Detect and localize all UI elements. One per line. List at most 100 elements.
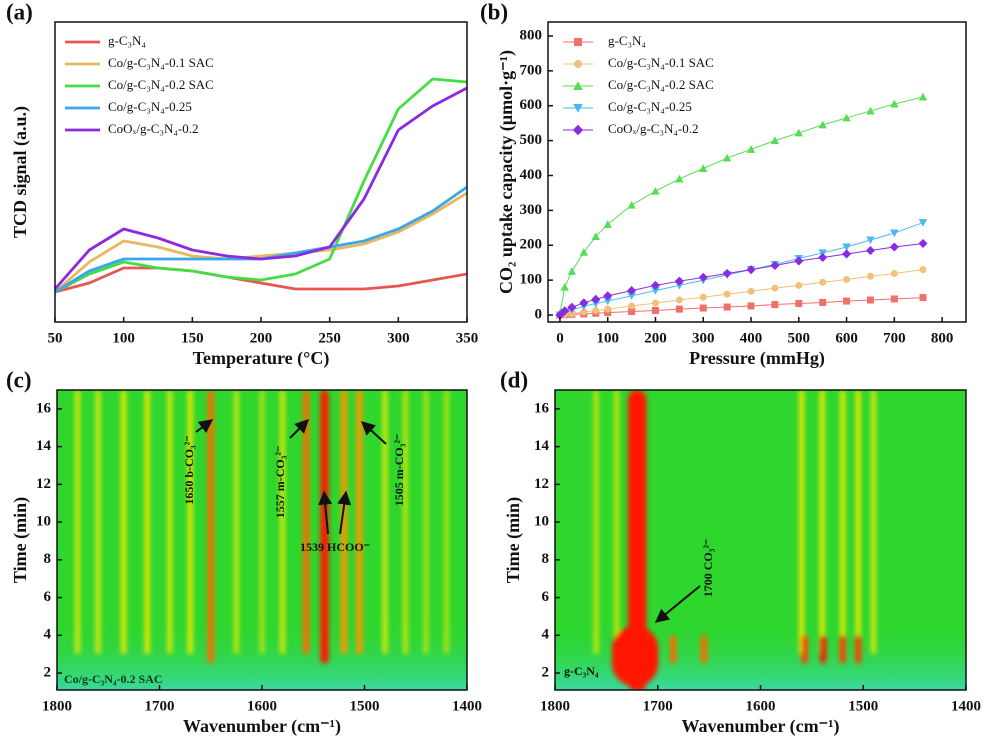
y-tick-label: 400 bbox=[520, 167, 543, 183]
x-tick-label: 200 bbox=[250, 330, 273, 346]
x-tick-label: 250 bbox=[318, 330, 341, 346]
x-tick-label: 150 bbox=[181, 330, 204, 346]
marker bbox=[675, 296, 683, 304]
marker bbox=[555, 310, 565, 320]
heatmap-peak bbox=[627, 390, 647, 690]
heatmap-peak bbox=[840, 390, 846, 655]
y-tick-label: 10 bbox=[534, 514, 549, 530]
plot-frame bbox=[547, 21, 967, 323]
annotation-arrow bbox=[360, 421, 387, 445]
annotation-arrow bbox=[654, 585, 701, 623]
annotation-arrow bbox=[289, 419, 309, 439]
x-tick-label: 800 bbox=[931, 330, 954, 346]
x-tick-label: 1700 bbox=[145, 698, 175, 714]
series-line bbox=[55, 191, 467, 294]
marker bbox=[699, 293, 707, 301]
y-tick-label: 300 bbox=[520, 202, 543, 218]
x-tick-label: 1500 bbox=[848, 698, 878, 714]
plot-area bbox=[57, 390, 467, 690]
marker bbox=[890, 99, 899, 108]
marker bbox=[699, 304, 707, 312]
marker bbox=[651, 287, 660, 295]
marker bbox=[866, 296, 874, 304]
x-axis-label: Wavenumber (cm⁻¹) bbox=[183, 716, 341, 737]
y-tick-label: 100 bbox=[520, 272, 543, 288]
marker bbox=[794, 256, 804, 266]
x-tick-label: 100 bbox=[596, 330, 619, 346]
marker bbox=[771, 284, 779, 292]
series-line bbox=[55, 266, 467, 294]
x-axis-label: Pressure (mmHg) bbox=[689, 348, 825, 369]
marker bbox=[675, 174, 684, 183]
heatmap-peak bbox=[443, 390, 450, 655]
legend-label: Co/g-C₃N₄-0.1 SAC bbox=[608, 55, 714, 70]
annotation-arrow bbox=[195, 419, 214, 434]
x-tick-label: 350 bbox=[456, 330, 479, 346]
heatmap-peak bbox=[423, 390, 429, 655]
annotation: 1700 CO₃²⁻ bbox=[701, 539, 715, 598]
heatmap-peak bbox=[340, 390, 348, 655]
heatmap-peaks bbox=[593, 390, 877, 690]
marker bbox=[770, 260, 780, 271]
marker bbox=[795, 300, 803, 308]
legend-label: Co/g-C₃N₄-0.25 bbox=[608, 99, 692, 114]
x-axis-label: Wavenumber (cm⁻¹) bbox=[681, 716, 839, 737]
marker bbox=[698, 272, 708, 282]
y-tick-label: 700 bbox=[520, 62, 543, 78]
marker bbox=[603, 220, 612, 228]
heatmap-peak bbox=[320, 390, 329, 664]
heatmap-peak bbox=[356, 390, 363, 655]
plot-area bbox=[55, 77, 467, 294]
legend-label: Co/g-C₃N₄-0.25 bbox=[108, 99, 192, 114]
plot-area bbox=[555, 390, 966, 690]
annotation-arrow bbox=[337, 490, 352, 535]
y-tick-label: 14 bbox=[36, 438, 52, 454]
plot-area bbox=[555, 92, 928, 320]
series-connector bbox=[559, 243, 924, 316]
marker bbox=[603, 291, 613, 301]
marker bbox=[572, 124, 584, 136]
y-tick-label: 4 bbox=[542, 627, 550, 643]
marker bbox=[918, 238, 928, 249]
legend-label: g-C₃N₄ bbox=[608, 33, 646, 48]
marker bbox=[628, 302, 636, 310]
heatmap-peak bbox=[303, 390, 310, 655]
y-tick-label: 2 bbox=[542, 664, 550, 680]
heatmap-peak bbox=[855, 390, 861, 655]
marker bbox=[650, 280, 661, 290]
x-axis-label: Temperature (°C) bbox=[193, 348, 330, 369]
y-tick-label: 800 bbox=[520, 27, 543, 43]
y-tick-label: 4 bbox=[44, 627, 52, 643]
x-tick-label: 1600 bbox=[746, 698, 776, 714]
annotation: 1505 m-CO₃²⁻ bbox=[392, 434, 406, 507]
y-tick-label: 200 bbox=[520, 237, 543, 253]
marker bbox=[699, 164, 708, 173]
marker bbox=[919, 266, 927, 274]
series-line bbox=[55, 77, 467, 294]
marker bbox=[795, 281, 803, 289]
x-tick-label: 400 bbox=[740, 330, 763, 346]
panel-label: (a) bbox=[6, 0, 33, 24]
marker bbox=[818, 120, 827, 129]
marker bbox=[723, 290, 731, 298]
heatmap-peak bbox=[144, 390, 150, 655]
marker bbox=[747, 287, 755, 295]
x-tick-label: 300 bbox=[387, 330, 410, 346]
heatmap-peak bbox=[207, 390, 214, 664]
x-tick-label: 600 bbox=[835, 330, 858, 346]
marker bbox=[722, 268, 732, 279]
marker bbox=[890, 295, 898, 303]
legend-label: Co/g-C₃N₄-0.2 SAC bbox=[608, 77, 714, 92]
marker bbox=[651, 186, 660, 195]
marker bbox=[574, 60, 582, 68]
marker bbox=[747, 302, 755, 310]
series-line bbox=[55, 86, 467, 290]
x-tick-label: 0 bbox=[556, 330, 564, 346]
marker bbox=[592, 306, 600, 314]
heatmap-peak bbox=[187, 390, 193, 655]
y-tick-label: 600 bbox=[520, 97, 543, 113]
heatmap-peak bbox=[700, 635, 708, 664]
marker bbox=[918, 219, 928, 227]
panel-label: (d) bbox=[500, 367, 528, 392]
marker bbox=[627, 200, 636, 209]
